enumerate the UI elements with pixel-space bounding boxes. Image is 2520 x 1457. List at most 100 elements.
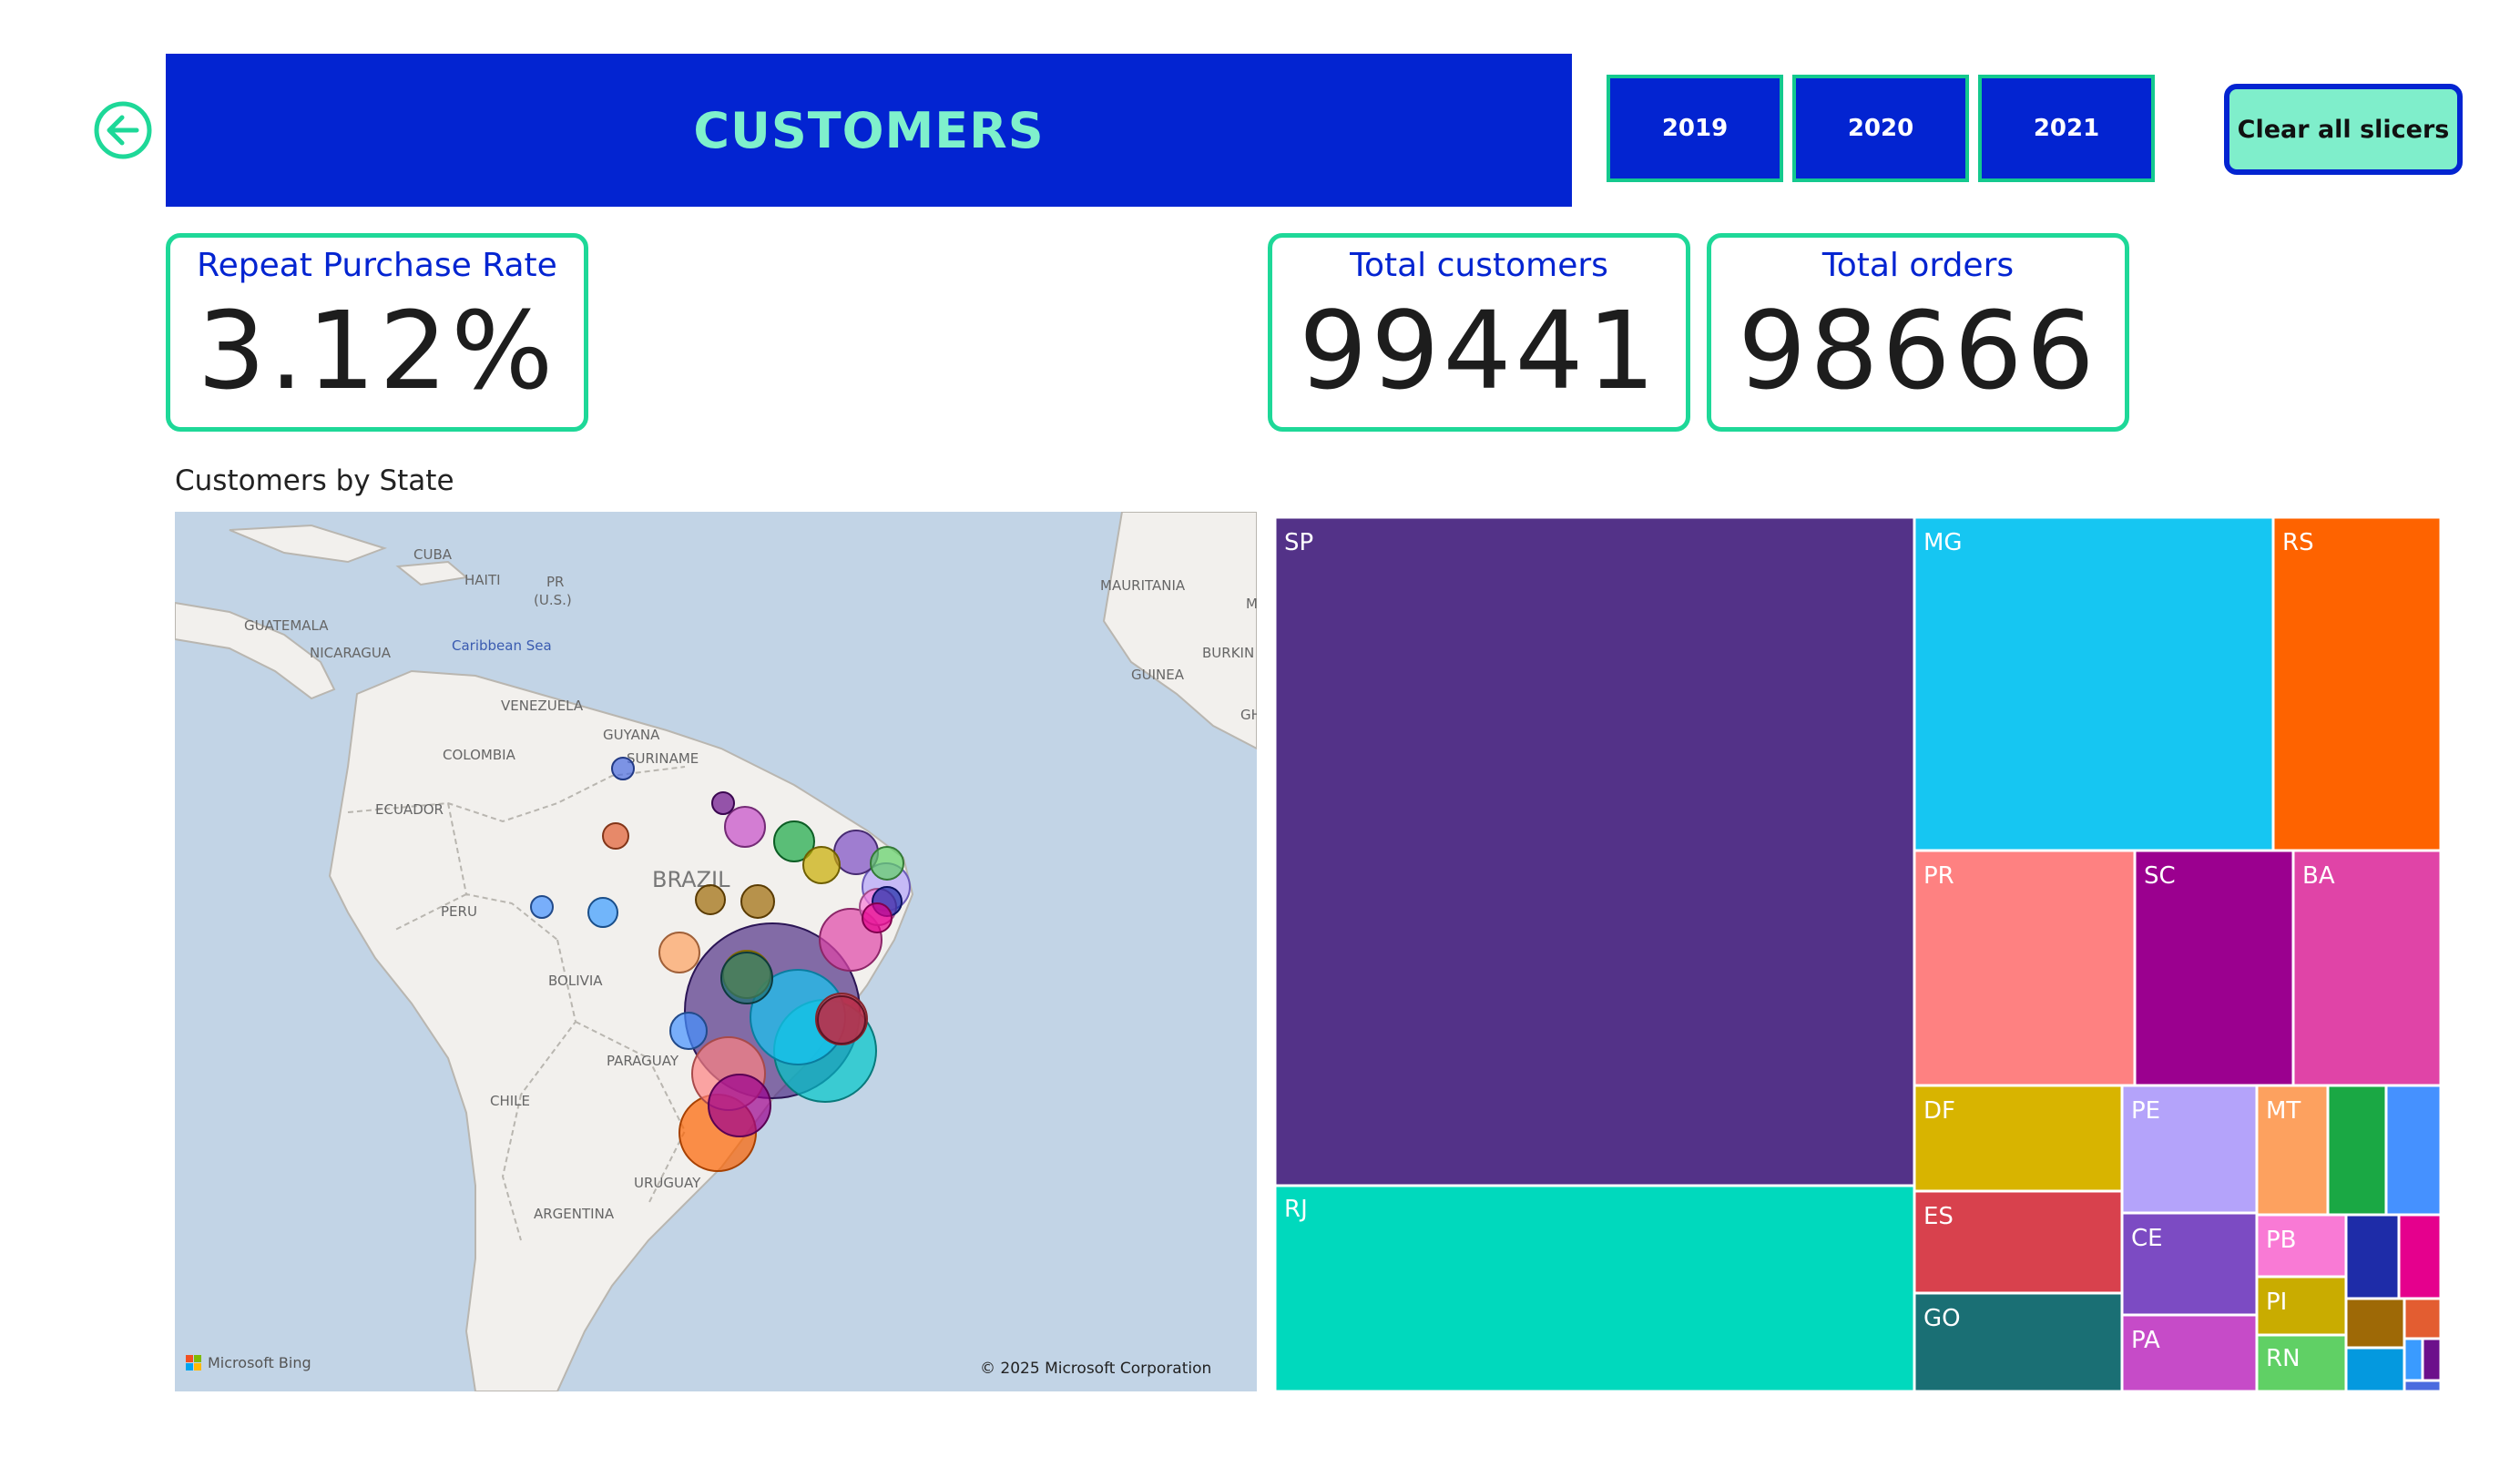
slicer-year-2020[interactable]: 2020: [1792, 75, 1969, 182]
page-title: CUSTOMERS: [693, 101, 1045, 159]
treemap-label-pa: PA: [2131, 1327, 2160, 1354]
map-label-haiti: HAITI: [464, 572, 501, 588]
map-label-ecuador: ECUADOR: [375, 801, 444, 818]
map-label-argentina: ARGENTINA: [534, 1206, 615, 1222]
treemap-tile-unlabeled-5[interactable]: [2344, 1297, 2406, 1350]
map-land-south-america: [328, 669, 914, 1391]
map-label-suriname: SURINAME: [627, 750, 699, 767]
treemap-tile-rs[interactable]: [2271, 515, 2443, 852]
treemap-tile-es[interactable]: [1913, 1189, 2124, 1295]
treemap-tile-sp[interactable]: [1273, 515, 1916, 1187]
treemap-label-go: GO: [1923, 1305, 1961, 1332]
slicer-year-2021[interactable]: 2021: [1978, 75, 2155, 182]
treemap-tile-pr[interactable]: [1913, 849, 2137, 1087]
treemap-label-pi: PI: [2266, 1289, 2287, 1316]
kpi-label: Total customers: [1350, 247, 1608, 284]
treemap-tile-pb[interactable]: [2255, 1213, 2348, 1279]
treemap-tile-unlabeled-4[interactable]: [2397, 1213, 2443, 1300]
kpi-value: 99441: [1299, 288, 1659, 413]
kpi-value: 3.12%: [197, 288, 557, 413]
treemap-label-pr: PR: [1923, 862, 1954, 890]
customers-by-state-treemap[interactable]: SP RJ MG RS PR SC BA DF ES GO PE CE PA M…: [1273, 515, 2443, 1393]
map-bubble-am[interactable]: [602, 822, 629, 850]
map-bubble-al[interactable]: [802, 846, 841, 884]
treemap-label-mt: MT: [2266, 1097, 2301, 1125]
treemap-tile-unlabeled-10[interactable]: [2403, 1379, 2443, 1393]
map-label-chile: CHILE: [490, 1093, 530, 1109]
treemap-tile-pa[interactable]: [2120, 1313, 2259, 1393]
map-land-central-america: [175, 601, 336, 700]
map-bubble-ro[interactable]: [587, 897, 618, 928]
treemap-tile-unlabeled-6[interactable]: [2403, 1297, 2443, 1340]
treemap-tile-unlabeled-2[interactable]: [2384, 1084, 2443, 1217]
map-bubble-ms[interactable]: [669, 1012, 708, 1050]
map-label-mauritania: MAURITANIA: [1100, 577, 1186, 594]
treemap-tile-mg[interactable]: [1913, 515, 2275, 852]
kpi-value: 98666: [1738, 288, 2098, 413]
map-label-m: M: [1246, 596, 1257, 612]
treemap-label-sc: SC: [2144, 862, 2176, 890]
map-label-bolivia: BOLIVIA: [548, 973, 603, 989]
map-bubble-pb2[interactable]: [862, 902, 893, 933]
treemap-tile-unlabeled-3[interactable]: [2344, 1213, 2401, 1300]
map-attribution-copyright: © 2025 Microsoft Corporation: [980, 1360, 1211, 1378]
map-bubble-es2[interactable]: [817, 995, 866, 1044]
map-bubble-ac[interactable]: [530, 895, 554, 919]
treemap-label-rs: RS: [2282, 529, 2314, 556]
map-bubble-go[interactable]: [720, 952, 773, 1004]
kpi-card-total-customers: Total customers 99441: [1268, 233, 1690, 432]
kpi-label: Repeat Purchase Rate: [197, 247, 557, 284]
map-label-pr-us: (U.S.): [534, 592, 572, 608]
map-bubble-rn[interactable]: [870, 846, 904, 881]
map-label-nicaragua: NICARAGUA: [310, 645, 392, 661]
map-label-venezuela: VENEZUELA: [501, 698, 584, 714]
map-bubble-sc[interactable]: [708, 1074, 771, 1137]
map-bubble-to[interactable]: [695, 884, 726, 915]
kpi-label: Total orders: [1821, 247, 2015, 284]
kpi-card-repeat-rate: Repeat Purchase Rate 3.12%: [166, 233, 588, 432]
treemap-tile-pe[interactable]: [2120, 1084, 2259, 1215]
treemap-label-pb: PB: [2266, 1227, 2297, 1254]
map-label-uruguay: URUGUAY: [634, 1175, 701, 1191]
treemap-tile-unlabeled-7[interactable]: [2344, 1346, 2406, 1393]
map-title: Customers by State: [175, 464, 454, 497]
map-bubble-pa[interactable]: [724, 806, 766, 848]
map-bubble-pi[interactable]: [740, 884, 775, 919]
treemap-label-ba: BA: [2302, 862, 2335, 890]
treemap-label-sp: SP: [1284, 529, 1313, 556]
treemap-label-es: ES: [1923, 1203, 1954, 1230]
map-label-caribbean: Caribbean Sea: [452, 637, 552, 654]
map-label-guinea: GUINEA: [1131, 667, 1185, 683]
back-arrow-button[interactable]: [93, 100, 153, 160]
bing-logo: [186, 1355, 201, 1370]
treemap-label-ce: CE: [2131, 1225, 2163, 1252]
treemap-tile-go[interactable]: [1913, 1291, 2124, 1393]
map-label-guyana: GUYANA: [603, 727, 660, 743]
treemap-label-pe: PE: [2131, 1097, 2160, 1125]
map-bubble-ma[interactable]: [773, 820, 815, 862]
page-title-banner: CUSTOMERS: [166, 54, 1572, 207]
map-label-cuba: CUBA: [413, 546, 453, 563]
map-label-peru: PERU: [441, 903, 477, 920]
map-bubble-ap[interactable]: [711, 791, 735, 815]
treemap-label-rj: RJ: [1284, 1196, 1308, 1223]
treemap-tile-unlabeled-1[interactable]: [2326, 1084, 2388, 1217]
map-bubble-mt[interactable]: [658, 932, 700, 973]
arrow-left-icon: [94, 101, 152, 159]
treemap-tile-rj[interactable]: [1273, 1184, 1916, 1393]
customers-by-state-map[interactable]: CUBA HAITI PR (U.S.) GUATEMALA NICARAGUA…: [175, 512, 1257, 1391]
map-land-hispaniola: [395, 560, 469, 586]
map-label-burkina: BURKIN: [1202, 645, 1254, 661]
treemap-tile-unlabeled-9[interactable]: [2421, 1337, 2443, 1382]
kpi-card-total-orders: Total orders 98666: [1707, 233, 2129, 432]
map-country-borders: [347, 766, 687, 1241]
treemap-label-rn: RN: [2266, 1345, 2301, 1372]
slicer-year-2019[interactable]: 2019: [1607, 75, 1783, 182]
clear-all-slicers-button[interactable]: Clear all slicers: [2224, 84, 2463, 175]
map-land-cuba: [229, 524, 388, 564]
map-bubble-rr[interactable]: [611, 757, 635, 780]
treemap-label-mg: MG: [1923, 529, 1963, 556]
treemap-label-df: DF: [1923, 1097, 1955, 1125]
map-label-guatemala: GUATEMALA: [244, 617, 329, 634]
treemap-tile-unlabeled-8[interactable]: [2403, 1337, 2424, 1382]
